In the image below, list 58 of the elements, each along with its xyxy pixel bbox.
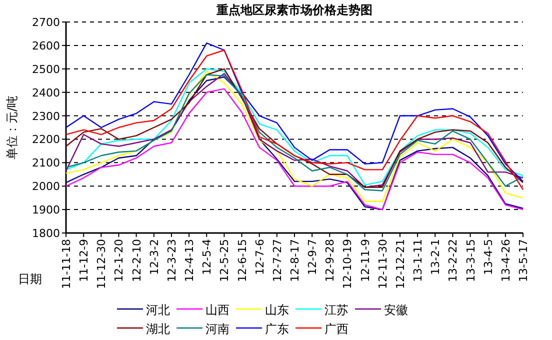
x-tick-label: 12-9-28 — [324, 239, 337, 282]
y-tick-label: 2000 — [32, 180, 60, 194]
y-tick-label: 2100 — [32, 156, 60, 170]
chart-title: 重点地区尿素市场价格走势图 — [216, 3, 372, 17]
legend-label: 山西 — [206, 303, 230, 317]
y-tick-label: 2200 — [32, 133, 60, 146]
x-tick-label: 12-9-7 — [306, 239, 320, 275]
legend-item: 江苏 — [296, 303, 348, 317]
y-tick-label: 2600 — [32, 39, 60, 52]
x-tick-label: 13-2-1 — [429, 239, 442, 275]
y-tick-label: 2400 — [32, 86, 60, 100]
legend-label: 江苏 — [324, 303, 348, 317]
legend-label: 广西 — [324, 322, 348, 336]
x-tick-label: 11-11-18 — [60, 239, 73, 289]
x-tick-label: 13-2-22 — [446, 239, 460, 282]
legend-label: 安徽 — [384, 303, 408, 317]
legend-label: 湖北 — [146, 322, 170, 336]
x-tick-label: 12-5-25 — [218, 239, 232, 282]
x-tick-label: 12-12-21 — [394, 239, 407, 289]
legend-label: 山东 — [265, 303, 289, 317]
legend-item: 广西 — [296, 322, 348, 336]
y-tick-label: 2300 — [32, 110, 60, 123]
x-tick-label: 12-7-6 — [253, 239, 266, 275]
x-tick-label: 12-1-20 — [112, 239, 126, 282]
x-tick-label: 13-3-15 — [464, 239, 478, 282]
x-tick-label: 12-5-4 — [200, 239, 214, 275]
x-tick-label: 12-11-9 — [358, 239, 372, 282]
x-tick-label: 12-8-17 — [288, 239, 302, 282]
legend-item: 广东 — [236, 322, 289, 336]
legend-item: 山西 — [176, 303, 230, 317]
x-tick-label: 12-11-30 — [376, 239, 390, 289]
x-tick-label: 12-6-15 — [236, 239, 249, 282]
x-axis-title: 日期 — [18, 272, 42, 286]
legend-label: 广东 — [265, 322, 289, 336]
y-tick-label: 2500 — [32, 62, 60, 76]
x-tick-label: 13-4-26 — [499, 239, 512, 282]
legend-item: 湖北 — [117, 322, 170, 336]
y-axis-title: 单位：元/吨 — [5, 95, 19, 160]
legend-label: 河北 — [146, 303, 170, 317]
legend-item: 山东 — [236, 303, 289, 317]
x-tick-label: 11-12-30 — [95, 239, 108, 289]
x-tick-label: 12-3-23 — [165, 239, 178, 282]
y-tick-label: 1900 — [32, 204, 60, 217]
x-tick-label: 12-7-27 — [270, 239, 284, 282]
x-tick-label: 12-4-13 — [183, 239, 196, 282]
legend-label: 河南 — [206, 322, 230, 336]
x-tick-label: 13-5-17 — [517, 239, 530, 282]
x-tick-label: 13-4-5 — [482, 239, 495, 275]
y-tick-label: 2700 — [32, 16, 60, 29]
y-tick-label: 1800 — [32, 227, 60, 240]
x-tick-label: 12-3-2 — [148, 239, 161, 275]
x-tick-label: 12-2-10 — [130, 239, 144, 282]
legend-item: 安徽 — [355, 303, 408, 317]
x-tick-label: 13-1-11 — [412, 239, 425, 282]
legend-item: 河南 — [176, 322, 230, 336]
legend-item: 河北 — [117, 303, 170, 317]
x-tick-label: 11-12-9 — [78, 239, 91, 282]
x-tick-label: 12-10-19 — [341, 239, 354, 289]
